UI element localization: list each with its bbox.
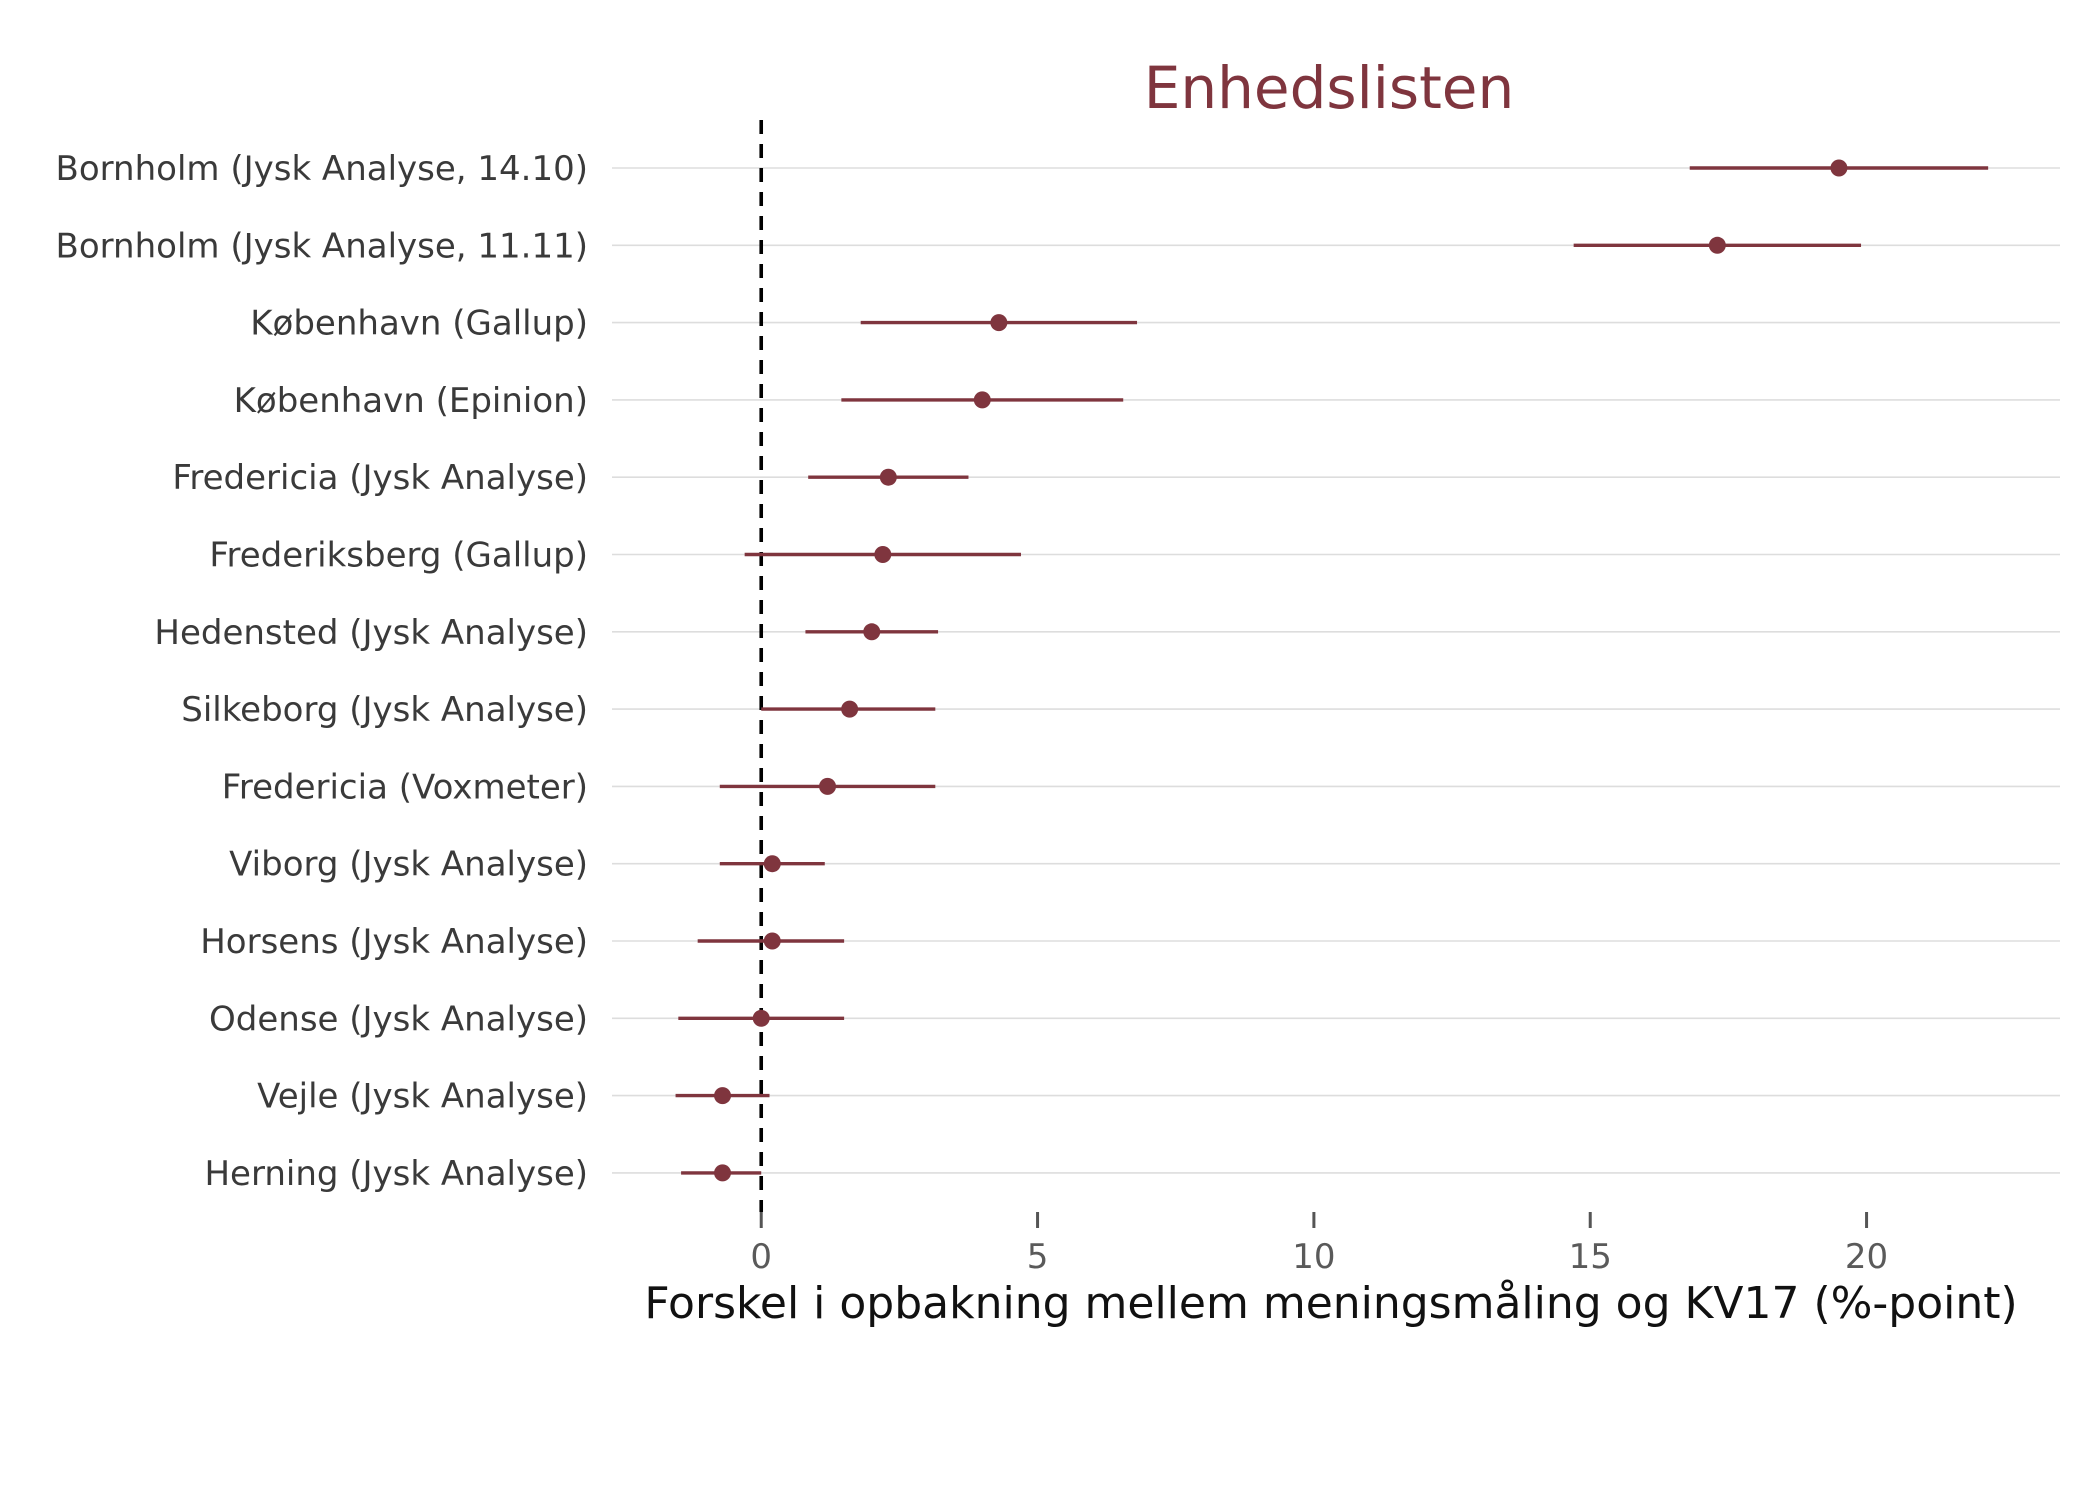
x-tick-label: 10 xyxy=(1292,1237,1335,1277)
x-axis-title: Forskel i opbakning mellem meningsmåling… xyxy=(644,1278,2017,1329)
data-point xyxy=(973,391,991,409)
data-point xyxy=(1830,159,1848,177)
category-labels: Bornholm (Jysk Analyse, 14.10) Bornholm (… xyxy=(56,149,588,1194)
data-point xyxy=(763,932,781,950)
category-label: Odense (Jysk Analyse) xyxy=(209,999,588,1039)
category-label: Viborg (Jysk Analyse) xyxy=(229,845,588,885)
x-tick-label: 5 xyxy=(1027,1237,1049,1277)
x-axis-ticks: 0 5 10 15 20 xyxy=(750,1212,1888,1277)
category-label: Horsens (Jysk Analyse) xyxy=(200,922,588,962)
data-point xyxy=(879,468,897,486)
category-label: Hedensted (Jysk Analyse) xyxy=(154,613,588,653)
data-point xyxy=(1708,236,1726,254)
data-point xyxy=(863,623,881,641)
data-point xyxy=(752,1009,770,1027)
category-label: Silkeborg (Jysk Analyse) xyxy=(181,690,588,730)
category-label: Fredericia (Voxmeter) xyxy=(222,767,588,807)
point-layer xyxy=(714,159,1848,1182)
data-point xyxy=(763,855,781,873)
data-point xyxy=(714,1164,732,1182)
x-tick-label: 20 xyxy=(1845,1237,1888,1277)
category-label: København (Gallup) xyxy=(250,304,588,344)
category-label: Bornholm (Jysk Analyse, 11.11) xyxy=(56,226,588,266)
data-point xyxy=(841,700,859,718)
data-point xyxy=(819,777,837,795)
errorbar-layer xyxy=(675,166,1989,1175)
category-label: Herning (Jysk Analyse) xyxy=(204,1154,588,1194)
x-tick-label: 15 xyxy=(1569,1237,1612,1277)
category-label: København (Epinion) xyxy=(234,381,588,421)
grid-layer xyxy=(612,167,2060,1174)
category-label: Bornholm (Jysk Analyse, 14.10) xyxy=(56,149,588,189)
data-point xyxy=(990,314,1008,332)
data-point xyxy=(874,546,892,563)
category-label: Frederiksberg (Gallup) xyxy=(209,536,588,576)
chart-title: Enhedslisten xyxy=(1144,54,1515,122)
category-label: Fredericia (Jysk Analyse) xyxy=(172,458,588,498)
x-tick-label: 0 xyxy=(750,1237,772,1277)
category-label: Vejle (Jysk Analyse) xyxy=(257,1077,588,1117)
data-point xyxy=(714,1087,732,1105)
